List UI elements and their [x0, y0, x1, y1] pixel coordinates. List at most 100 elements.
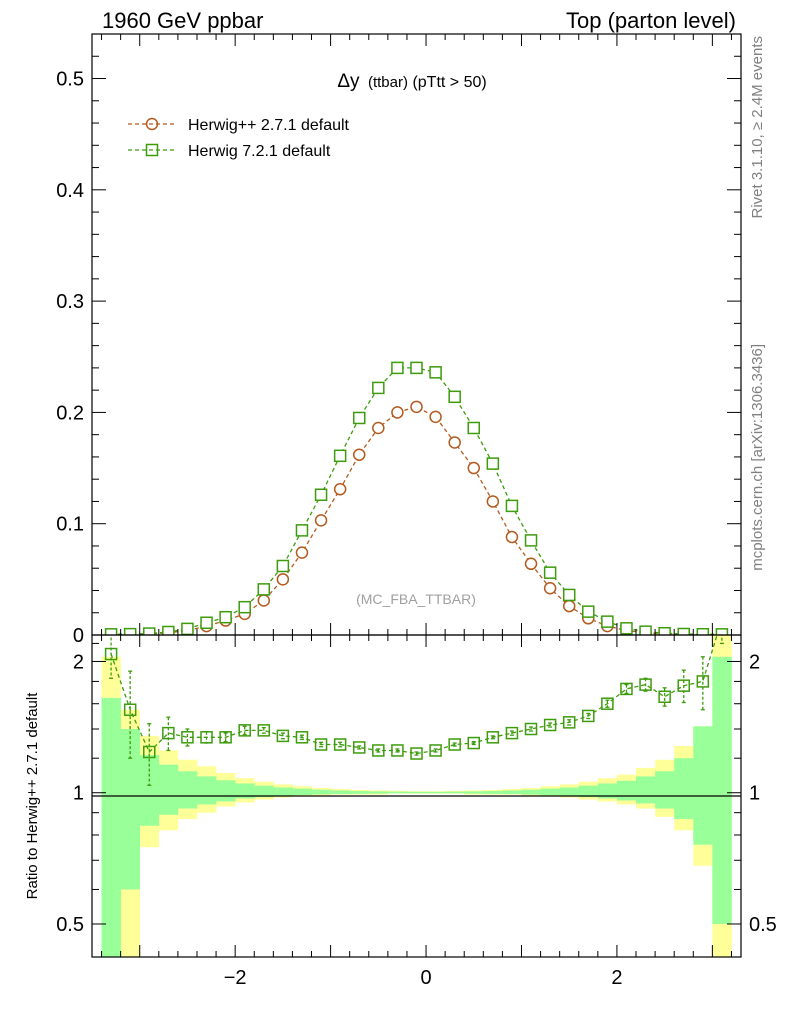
- mcplots-text: mcplots.cern.ch [arXiv:1306.3436]: [749, 344, 766, 571]
- ratio-point-herwig7: [658, 690, 671, 704]
- band-green-bin: [445, 791, 465, 794]
- band-green-bin: [349, 791, 370, 794]
- data-point-herwig7: [276, 559, 290, 573]
- legend-entry-herwigpp: Herwig++ 2.7.1 default: [128, 117, 350, 134]
- header-right: Top (parton level): [566, 8, 736, 33]
- data-point-herwig7: [372, 381, 385, 395]
- data-point-herwig7: [448, 390, 461, 404]
- ratio-point-herwig7: [333, 738, 347, 751]
- ratio-point-herwig7: [677, 679, 690, 692]
- chart-title: Δy (ttbar) (pTtt > 50): [337, 71, 486, 92]
- ratio-point-herwig7: [219, 731, 232, 744]
- ratio-point-herwig7: [410, 747, 423, 760]
- band-green-bin: [292, 788, 312, 796]
- data-point-herwigpp: [524, 557, 538, 571]
- ratio-point-herwig7: [143, 745, 156, 759]
- watermark: (MC_FBA_TTBAR): [356, 591, 476, 607]
- data-point-herwig7: [505, 499, 519, 513]
- ratio-point-herwig7: [696, 675, 710, 688]
- ratio-point-herwig7: [123, 703, 137, 716]
- ratio-point-herwig7: [467, 736, 481, 750]
- data-point-herwigpp: [257, 594, 271, 607]
- band-green-bin: [597, 783, 618, 799]
- data-point-herwig7: [562, 588, 576, 602]
- band-green-bin: [235, 783, 255, 799]
- ratio-bands: [101, 635, 732, 957]
- y-tick-label: 0.5: [56, 69, 84, 91]
- ratio-point-herwig7: [181, 731, 194, 744]
- band-green-bin: [636, 776, 656, 804]
- data-point-herwigpp: [372, 421, 385, 435]
- data-point-herwig7: [257, 583, 271, 596]
- data-point-herwig7: [352, 411, 366, 425]
- data-point-herwig7: [410, 361, 423, 375]
- data-point-herwigpp: [276, 573, 290, 586]
- ratio-y-tick-label-right: 0.5: [749, 914, 777, 936]
- band-green-bin: [426, 791, 446, 794]
- chart-title-rest: (pTtt > 50): [412, 74, 486, 91]
- series-line-herwigpp: [111, 406, 722, 635]
- ratio-y-tick-label-right: 1: [749, 783, 760, 805]
- ratio-point-herwig7: [524, 722, 538, 736]
- ratio-point-herwig7: [543, 718, 557, 732]
- data-point-herwig7: [486, 457, 500, 470]
- axis-ticks: [92, 34, 741, 957]
- ratio-point-herwig7: [601, 697, 614, 710]
- ratio-point-herwig7: [372, 744, 385, 757]
- data-point-herwig7: [391, 361, 404, 375]
- data-point-herwigpp: [562, 599, 576, 613]
- ratio-y-tick-label: 0.5: [56, 914, 84, 936]
- data-point-herwigpp: [543, 582, 557, 595]
- band-green-bin: [120, 729, 141, 890]
- band-green-bin: [464, 791, 484, 794]
- x-tick-label: 2: [611, 967, 622, 989]
- band-green-bin: [216, 780, 236, 802]
- band-green-bin: [655, 771, 675, 809]
- data-point-herwig7: [200, 616, 213, 630]
- ratio-point-herwig7: [238, 724, 251, 737]
- ratio-series: [104, 614, 727, 786]
- y-tick-label: 0.4: [56, 180, 84, 202]
- band-green-bin: [196, 776, 217, 805]
- ratio-point-herwig7: [314, 738, 328, 751]
- y-tick-label: 0.3: [56, 291, 84, 313]
- band-green-bin: [139, 755, 160, 826]
- main-series: [104, 361, 729, 635]
- data-point-herwig7: [104, 628, 118, 635]
- data-point-herwigpp: [352, 448, 366, 461]
- band-green-bin: [158, 764, 179, 815]
- ratio-point-herwig7: [639, 678, 652, 691]
- band-green-bin: [406, 791, 427, 794]
- chart-title-small: (ttbar): [368, 74, 408, 91]
- data-point-herwig7: [601, 615, 614, 628]
- data-point-herwigpp: [391, 406, 404, 419]
- data-point-herwig7: [219, 610, 232, 624]
- data-point-herwig7: [181, 622, 194, 635]
- band-green-bin: [330, 790, 350, 795]
- ratio-y-tick-label: 2: [73, 651, 84, 673]
- band-green-bin: [616, 780, 637, 801]
- data-point-herwigpp: [333, 482, 347, 496]
- ratio-point-herwig7: [257, 724, 271, 737]
- ratio-point-herwig7: [582, 709, 595, 723]
- data-point-herwigpp: [448, 436, 461, 449]
- data-point-herwigpp: [505, 530, 519, 544]
- data-point-herwigpp: [486, 495, 500, 508]
- ratio-plot-frame: [91, 634, 742, 958]
- legend: Herwig++ 2.7.1 default Herwig 7.2.1 defa…: [128, 117, 350, 160]
- ratio-point-herwig7: [276, 729, 290, 743]
- band-green-bin: [693, 726, 713, 845]
- data-point-herwig7: [715, 628, 729, 635]
- data-point-herwig7: [658, 626, 671, 635]
- data-point-herwig7: [295, 524, 309, 537]
- band-green-bin: [540, 788, 560, 796]
- band-green-bin: [521, 789, 541, 795]
- band-green-bin: [712, 656, 732, 924]
- band-green-bin: [273, 787, 293, 796]
- ratio-y-tick-label-right: 2: [749, 651, 760, 673]
- band-green-bin: [559, 787, 580, 796]
- ratio-point-herwig7: [391, 744, 404, 757]
- rivet-version-text: Rivet 3.1.10, ≥ 2.4M events: [749, 36, 766, 219]
- ratio-point-herwig7: [716, 614, 727, 625]
